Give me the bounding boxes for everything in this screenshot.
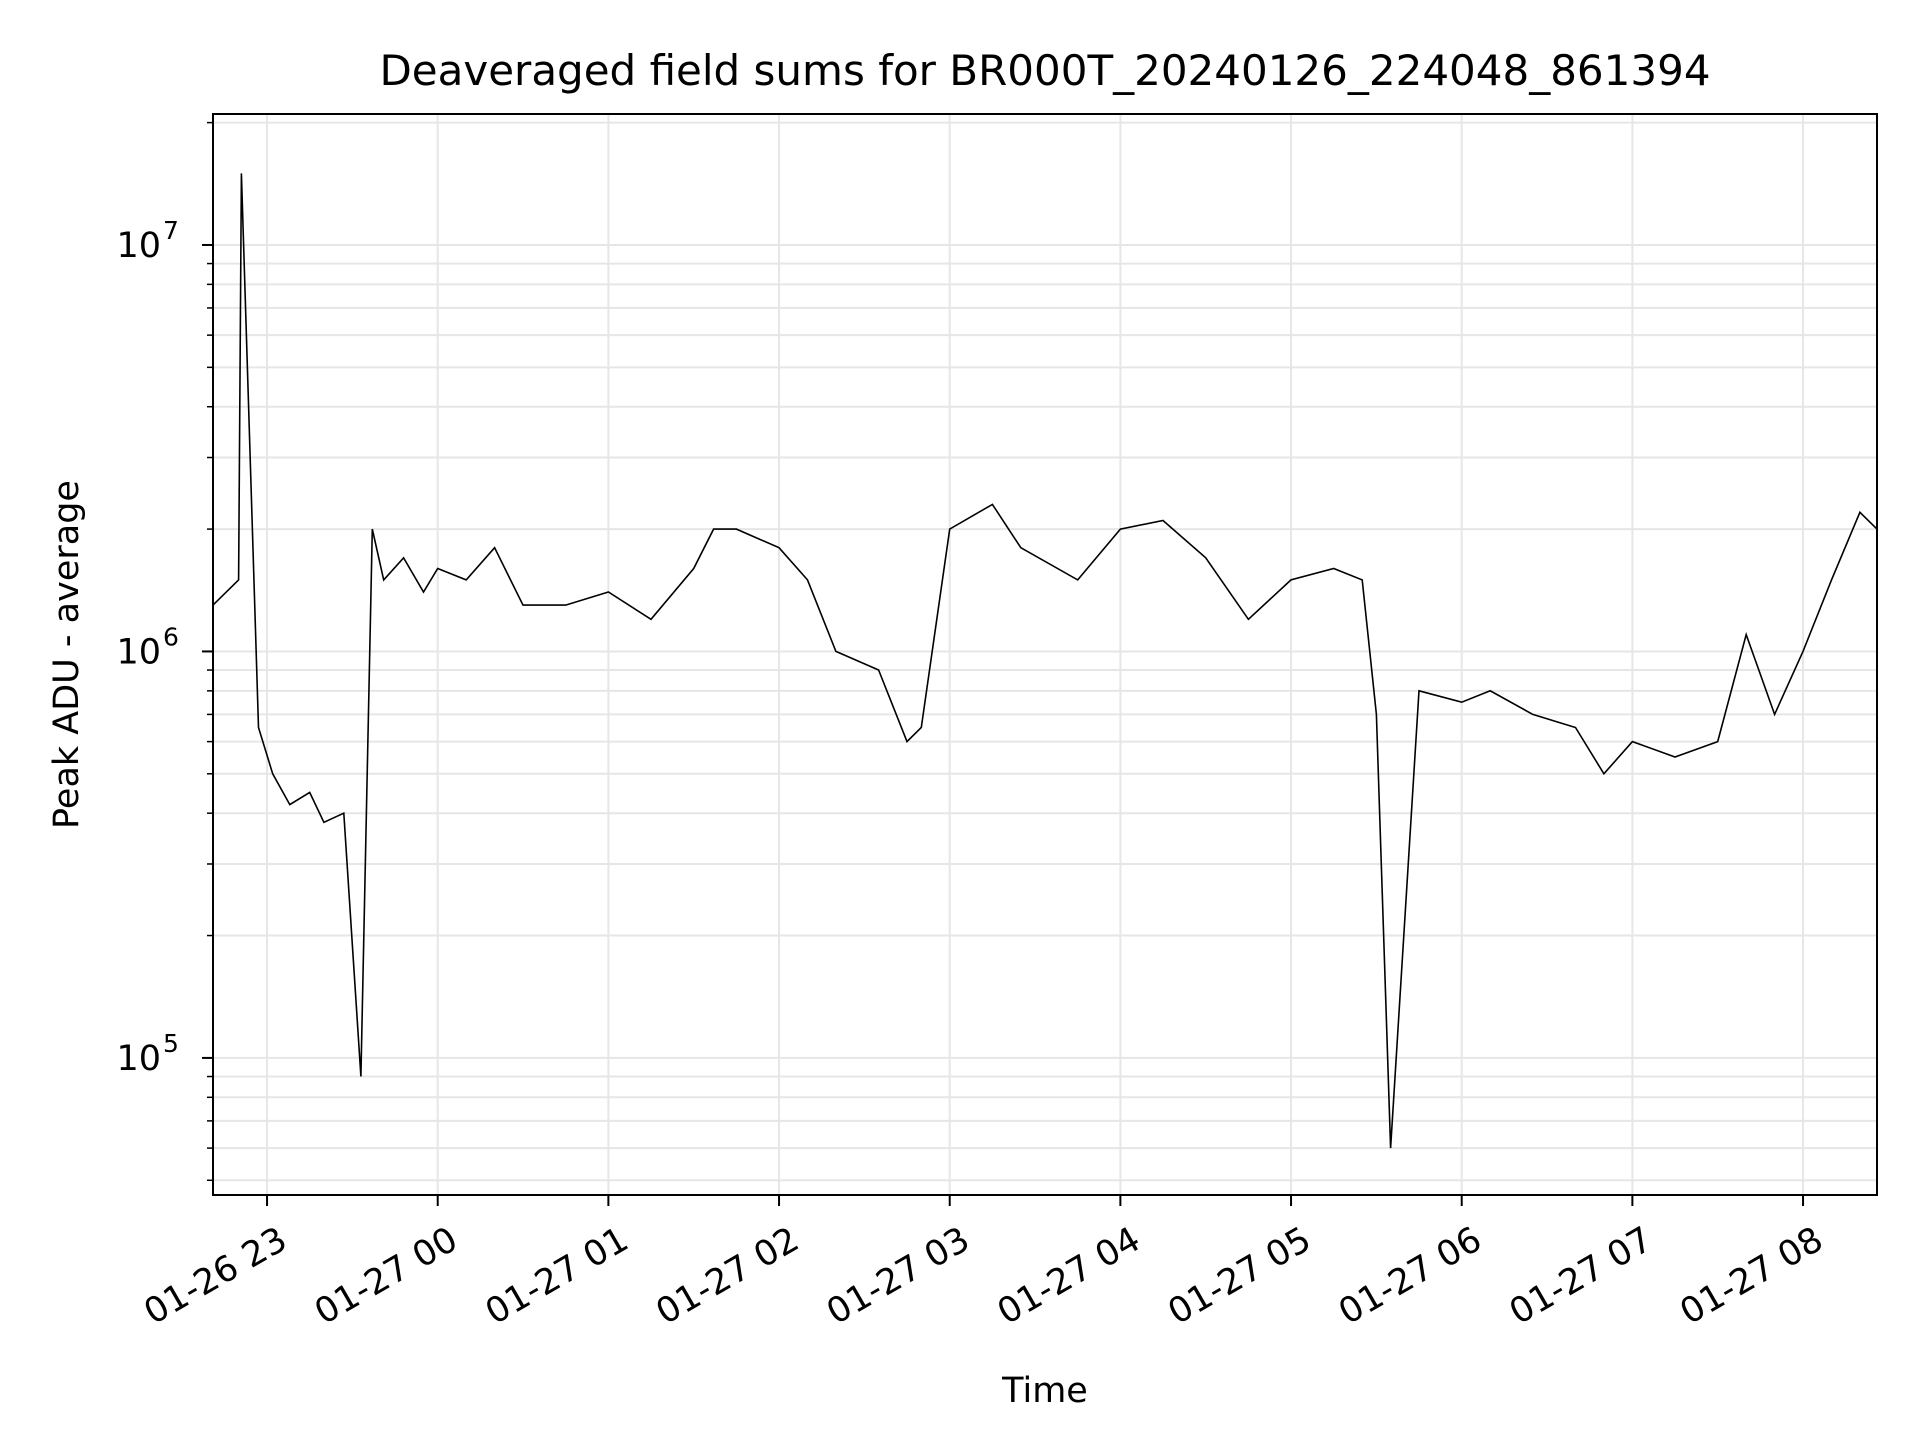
x-tick-label: 01-27 06 — [1332, 1220, 1488, 1333]
x-tick-label: 01-27 08 — [1674, 1220, 1830, 1333]
ticks-group: 01-26 23 01-27 00 01-27 01 01-27 02 01-27 03… — [116, 121, 1830, 1333]
x-tick-label: 01-27 05 — [1162, 1220, 1318, 1333]
y-tick-exponent: 7 — [163, 216, 179, 245]
series-line — [212, 173, 1878, 1149]
y-tick-base: 10 — [116, 226, 161, 266]
x-tick-label: 01-27 04 — [991, 1220, 1147, 1333]
series-group — [212, 173, 1878, 1149]
x-tick-label: 01-27 02 — [650, 1220, 806, 1333]
chart-title: Deaveraged field sums for BR000T_2024012… — [379, 46, 1710, 95]
plot-frame — [212, 113, 1878, 1196]
x-tick-label: 01-27 07 — [1503, 1220, 1659, 1333]
grid — [213, 114, 1877, 1195]
y-tick-label: 10 7 — [116, 216, 178, 266]
x-tick-label: 01-27 01 — [479, 1220, 635, 1333]
x-tick-label: 01-27 00 — [308, 1220, 464, 1333]
y-tick-label: 10 5 — [116, 1029, 178, 1079]
x-tick-label: 01-26 23 — [138, 1220, 294, 1333]
y-tick-label: 10 6 — [116, 622, 178, 672]
x-axis-label: Time — [1001, 1371, 1088, 1411]
y-tick-exponent: 6 — [163, 622, 179, 651]
x-tick-label: 01-27 03 — [820, 1220, 976, 1333]
y-axis-label: Peak ADU - average — [47, 480, 87, 829]
y-tick-base: 10 — [116, 632, 161, 672]
y-tick-base: 10 — [116, 1039, 161, 1079]
y-tick-exponent: 5 — [163, 1029, 179, 1058]
